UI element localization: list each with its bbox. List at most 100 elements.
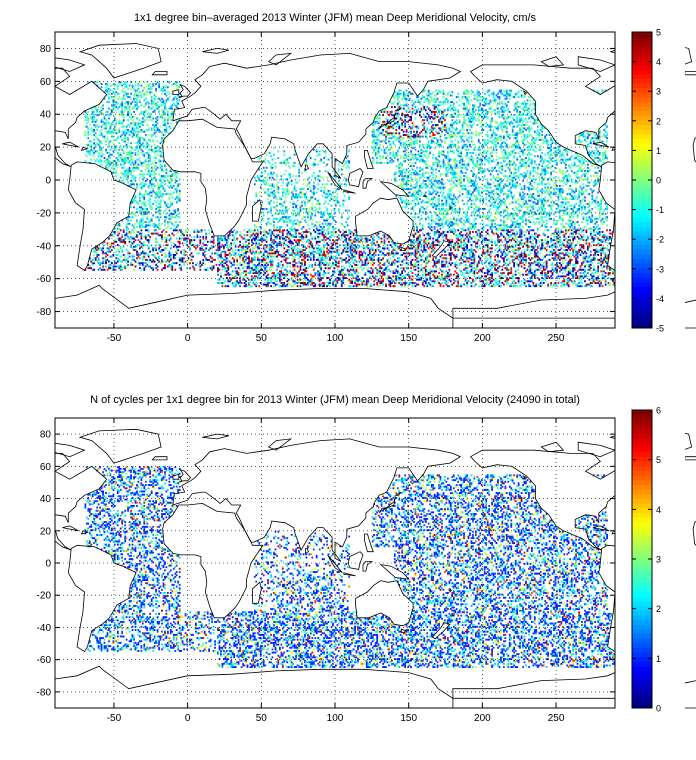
data-cell	[416, 249, 418, 252]
data-cell	[343, 273, 346, 276]
data-cell	[271, 173, 274, 176]
data-cell	[429, 273, 432, 276]
data-cell	[318, 267, 321, 270]
data-cell	[119, 104, 122, 107]
data-cell	[287, 252, 290, 255]
data-cell	[133, 231, 135, 233]
data-cell	[116, 137, 119, 140]
data-cell	[146, 224, 149, 227]
data-cell	[127, 110, 129, 113]
data-cell	[208, 247, 211, 250]
data-cell	[411, 285, 414, 288]
data-cell	[137, 130, 140, 133]
data-cell	[377, 258, 380, 261]
data-cell	[301, 258, 303, 261]
data-cell	[144, 152, 147, 154]
data-cell	[143, 240, 146, 243]
data-cell	[361, 255, 364, 258]
data-cell	[433, 270, 436, 273]
data-cell	[395, 250, 398, 253]
data-cell	[149, 86, 152, 89]
data-cell	[165, 254, 168, 256]
data-cell	[168, 196, 171, 199]
data-cell	[115, 163, 118, 166]
data-cell	[100, 268, 103, 271]
data-cell	[125, 160, 128, 163]
data-cell	[174, 257, 177, 260]
data-cell	[267, 257, 269, 260]
data-cell	[340, 216, 343, 219]
data-cell	[352, 270, 355, 273]
data-cell	[147, 199, 150, 202]
data-cell	[137, 234, 140, 237]
data-cell	[438, 235, 440, 238]
data-cell	[454, 280, 457, 283]
data-cell	[168, 206, 171, 209]
data-cell	[284, 257, 287, 260]
data-cell	[268, 244, 271, 247]
data-cell	[276, 178, 278, 181]
data-cell	[233, 254, 236, 256]
data-cell	[355, 247, 358, 250]
data-cell	[318, 232, 321, 235]
data-cell	[442, 265, 445, 268]
data-cell	[155, 247, 157, 250]
data-cell	[141, 252, 144, 255]
data-cell	[392, 275, 395, 278]
data-cell	[93, 147, 96, 150]
data-cell	[246, 247, 249, 250]
data-cell	[370, 267, 373, 270]
data-cell	[195, 247, 197, 250]
data-cell	[405, 252, 408, 255]
data-cell	[143, 99, 146, 102]
data-cell	[106, 120, 109, 123]
data-cell	[256, 247, 259, 250]
data-cell	[414, 282, 417, 284]
data-cell	[140, 227, 143, 230]
data-cell	[230, 231, 233, 233]
data-cell	[299, 221, 302, 224]
data-cell	[371, 263, 374, 266]
data-cell	[329, 280, 331, 283]
data-cell	[271, 176, 274, 179]
data-cell	[307, 273, 309, 276]
data-cell	[177, 198, 180, 201]
data-cell	[333, 175, 336, 178]
data-cell	[91, 112, 94, 115]
data-cell	[155, 161, 157, 164]
data-cell	[211, 257, 213, 260]
data-cell	[178, 237, 181, 240]
data-cell	[336, 252, 339, 255]
data-cell	[304, 255, 306, 258]
data-cell	[134, 97, 137, 100]
data-cell	[230, 273, 233, 276]
data-cell	[108, 91, 110, 94]
data-cell	[136, 97, 138, 100]
data-cell	[413, 235, 415, 238]
data-cell	[307, 282, 309, 284]
data-cell	[239, 255, 241, 258]
data-cell	[90, 134, 93, 136]
data-cell	[116, 254, 119, 256]
data-cell	[414, 265, 417, 268]
data-cell	[419, 229, 421, 232]
data-cell	[115, 254, 118, 256]
data-cell	[175, 171, 178, 174]
data-cell	[144, 201, 147, 204]
data-cell	[317, 188, 320, 191]
data-cell	[305, 255, 308, 258]
data-cell	[354, 240, 356, 243]
data-cell	[382, 257, 384, 260]
data-cell	[320, 189, 323, 192]
data-cell	[261, 175, 264, 178]
data-cell	[449, 242, 452, 245]
data-cell	[113, 247, 116, 250]
data-cell	[364, 258, 367, 261]
data-cell	[146, 258, 149, 261]
data-cell	[162, 110, 165, 113]
data-cell	[380, 275, 383, 278]
data-cell	[125, 137, 128, 140]
data-cell	[139, 91, 141, 94]
data-cell	[174, 188, 177, 191]
data-cell	[337, 234, 340, 237]
